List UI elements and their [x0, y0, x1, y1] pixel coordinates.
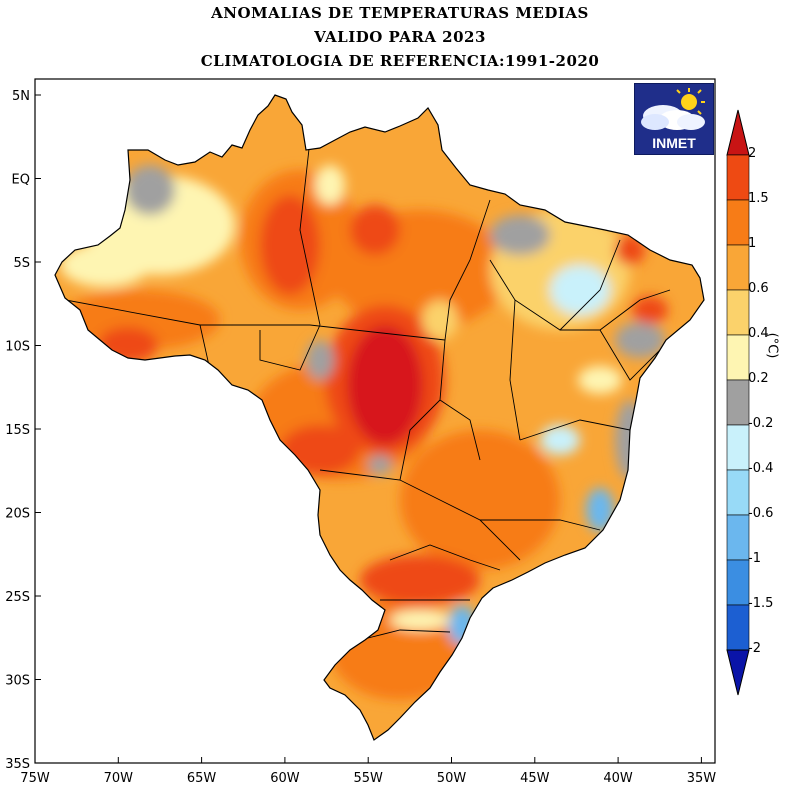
title-line-1: ANOMALIAS DE TEMPERATURAS MEDIAS — [211, 4, 589, 22]
colorbar-label: 0.4 — [748, 326, 769, 341]
latitude-axis: 5N EQ 5S 10S 15S 20S 25S 30S 35S — [5, 89, 41, 772]
lat-tick-label: 20S — [5, 507, 30, 522]
colorbar-label: 1.5 — [748, 191, 769, 206]
colorbar-segment — [726, 559, 750, 606]
colorbar-segment — [726, 469, 750, 516]
lon-tick-label: 70W — [104, 771, 134, 786]
longitude-axis: 75W 70W 65W 60W 55W 50W 45W 40W 35W — [20, 757, 716, 786]
cloud-sun-icon — [641, 88, 705, 130]
lat-tick-label: 25S — [5, 590, 30, 605]
lat-tick-label: 5N — [12, 89, 30, 104]
colorbar-segment — [726, 424, 750, 471]
lat-tick-label: 10S — [5, 340, 30, 355]
colorbar-segment — [726, 379, 750, 426]
colorbar-segment — [726, 289, 750, 336]
colorbar-label: -2 — [748, 641, 761, 656]
lon-tick-label: 65W — [187, 771, 217, 786]
colorbar-segment — [726, 154, 750, 201]
logo-label: INMET — [652, 135, 696, 151]
lon-tick-label: 45W — [520, 771, 550, 786]
colorbar-label: 0.2 — [748, 371, 769, 386]
state-borders — [55, 139, 671, 641]
lat-tick-label: 30S — [5, 674, 30, 689]
colorbar-label: 2 — [748, 146, 757, 161]
lon-tick-label: 75W — [20, 771, 50, 786]
title-line-3: CLIMATOLOGIA DE REFERENCIA:1991-2020 — [200, 52, 600, 70]
lon-tick-label: 40W — [603, 771, 633, 786]
colorbar-label: 0.6 — [748, 281, 769, 296]
colorbar-top-arrow — [726, 109, 750, 156]
colorbar-segment — [726, 244, 750, 291]
lon-tick-label: 55W — [353, 771, 383, 786]
colorbar-label: -1 — [748, 551, 761, 566]
colorbar-label: -0.6 — [748, 506, 774, 521]
colorbar — [726, 109, 750, 696]
colorbar-label: -0.4 — [748, 461, 774, 476]
lon-tick-label: 60W — [270, 771, 300, 786]
colorbar-segment — [726, 514, 750, 561]
lon-tick-label: 35W — [687, 771, 717, 786]
colorbar-segment — [726, 604, 750, 651]
colorbar-segment — [726, 199, 750, 246]
title-line-2: VALIDO PARA 2023 — [314, 28, 486, 46]
inmet-logo: INMET — [634, 83, 714, 155]
lat-tick-label: 15S — [5, 423, 30, 438]
colorbar-label: 1 — [748, 236, 757, 251]
lat-tick-label: EQ — [12, 173, 30, 188]
colorbar-unit: (°C) — [764, 332, 780, 359]
colorbar-bottom-arrow — [726, 649, 750, 696]
lon-tick-label: 50W — [437, 771, 467, 786]
colorbar-segment — [726, 334, 750, 381]
lat-tick-label: 35S — [5, 757, 30, 772]
colorbar-label: -0.2 — [748, 416, 774, 431]
lat-tick-label: 5S — [13, 256, 30, 271]
colorbar-label: -1.5 — [748, 596, 774, 611]
